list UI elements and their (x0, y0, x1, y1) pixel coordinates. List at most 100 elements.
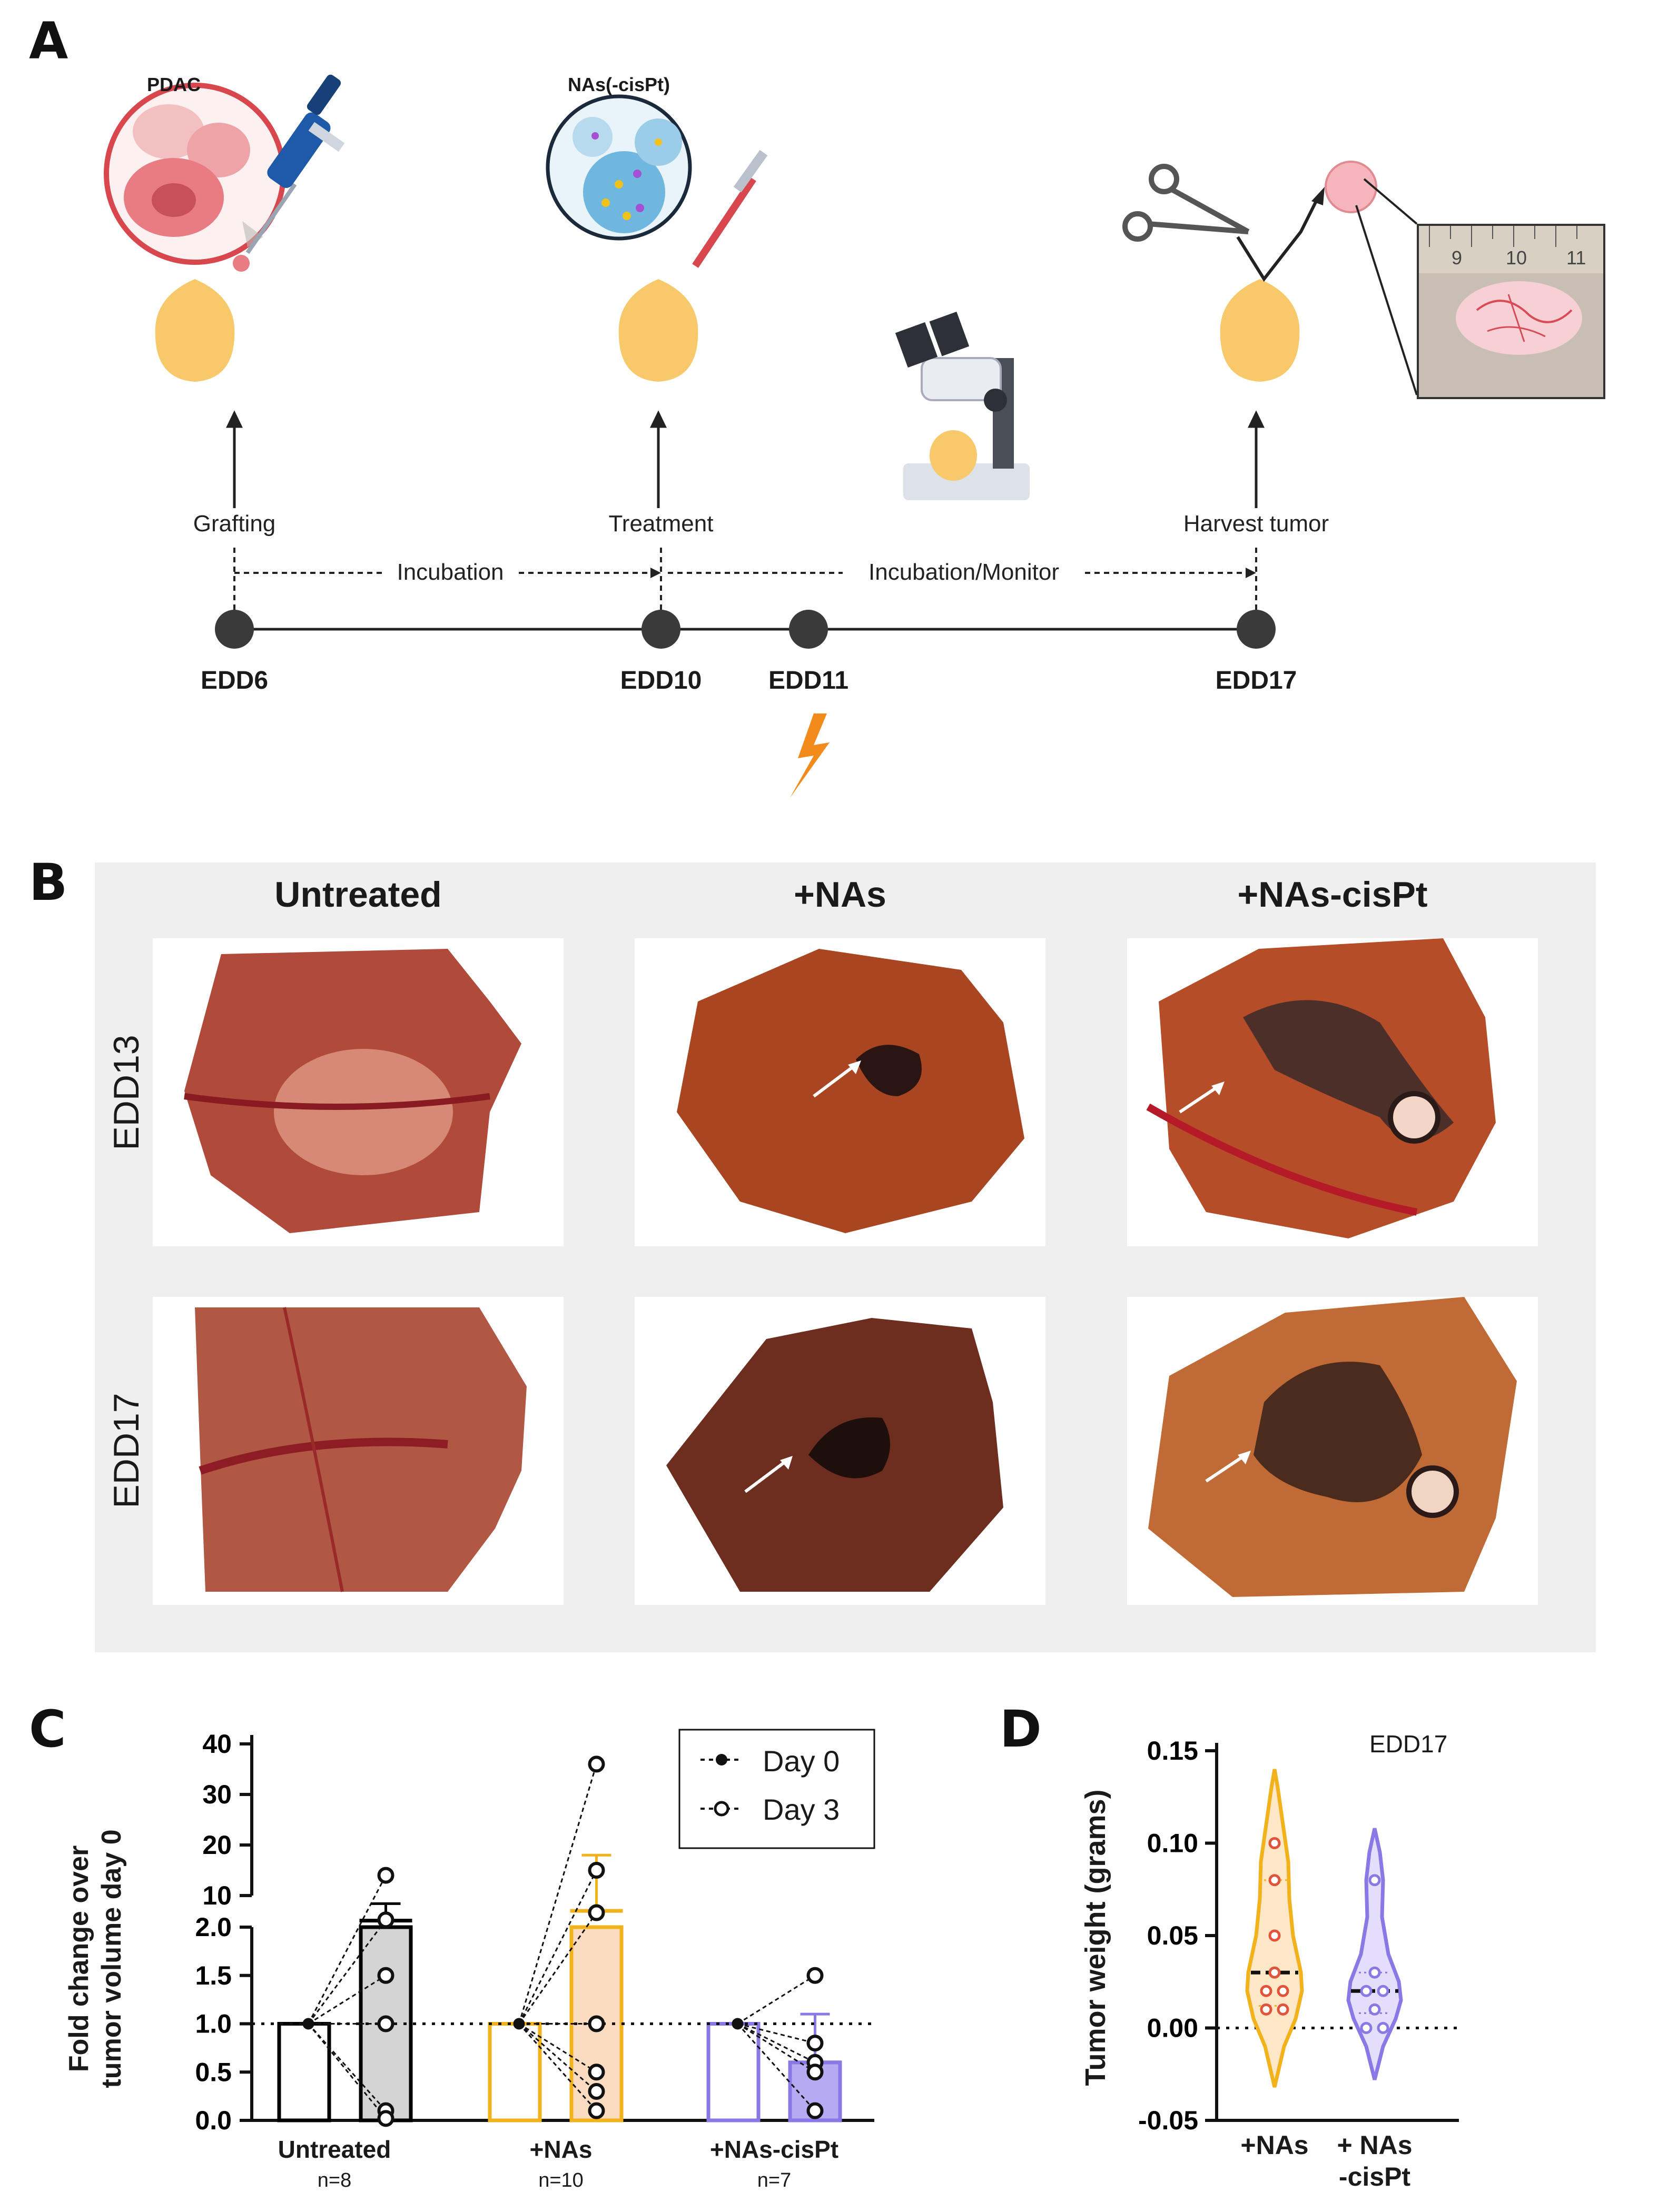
chart-c-n-untreated: n=8 (317, 2169, 352, 2191)
point-day3 (588, 1904, 605, 1921)
violin-shape (1245, 1769, 1304, 2088)
point-day3 (806, 2064, 824, 2081)
nanoassemblies-illustration (546, 94, 692, 241)
chart-c-category-nas: +NAs (529, 2136, 593, 2163)
chart-c-tick-label: 30 (202, 1780, 232, 1809)
laser-lightning-icon (790, 713, 830, 798)
egg-icon-treatment (618, 279, 698, 382)
panel-label-c: C (29, 1700, 66, 1759)
point-day0 (732, 2018, 744, 2030)
point-day3 (588, 1755, 605, 1773)
cam-photo-untreated-edd13 (153, 938, 564, 1246)
timeline-node-edd17 (1237, 610, 1276, 649)
point-day3 (377, 2110, 394, 2127)
data-point (1368, 1874, 1381, 1887)
panel-label-b: B (29, 853, 68, 912)
violin-shape (1346, 1828, 1403, 2080)
point-day3 (377, 1911, 394, 1929)
paired-line (518, 1763, 597, 2024)
paired-line (737, 2023, 815, 2044)
point-day3 (377, 2015, 394, 2032)
syringe-tip-icon (692, 150, 768, 268)
chart-c-tick-label: 40 (202, 1729, 232, 1759)
paired-line (308, 1975, 387, 2025)
column-title-nas: +NAs (794, 875, 886, 915)
paired-line (308, 2023, 387, 2111)
legend-day3-label: Day 3 (763, 1793, 840, 1826)
point-day3 (588, 2015, 605, 2032)
day-edd10: EDD10 (620, 667, 702, 695)
day-edd6: EDD6 (200, 667, 269, 695)
point-day3 (588, 2082, 605, 2100)
bar-day0 (277, 2022, 331, 2122)
cam-photo-nas-cispt-edd17 (1127, 1297, 1538, 1605)
legend-day3-marker (714, 1801, 729, 1817)
chart-d-title: EDD17 (1369, 1730, 1448, 1758)
data-point (1260, 2003, 1272, 2016)
data-point (1377, 2022, 1389, 2034)
point-day0 (513, 2018, 525, 2030)
egg-icon-grafting (155, 266, 235, 382)
point-day3 (806, 2035, 824, 2052)
microscope-icon (895, 311, 1030, 500)
tumor-weight-chart: -0.05 0.00 0.05 0.10 0.15 (1138, 1736, 1459, 2135)
egg-icon-harvest (1220, 279, 1300, 382)
panel-label-a: A (29, 12, 68, 71)
chart-c-category-untreated: Untreated (278, 2136, 391, 2163)
chart-d-tick-label: 0.05 (1147, 1921, 1198, 1950)
row-title-edd13: EDD13 (106, 1035, 146, 1150)
data-point (1377, 1985, 1389, 1997)
data-point (1368, 2003, 1381, 2016)
data-point (1277, 1985, 1289, 1997)
paired-line (308, 2023, 387, 2119)
chart-c-tick-label: 1.0 (195, 2009, 232, 2039)
data-point (1268, 1837, 1281, 1849)
chart-d-tick-label: -0.05 (1138, 2106, 1198, 2135)
chart-c-tick-label: 10 (202, 1881, 232, 1910)
paired-line (737, 2023, 816, 2073)
timeline-node-edd10 (642, 610, 680, 649)
paired-line (518, 2023, 597, 2092)
paired-line (518, 1870, 597, 2025)
event-treatment: Treatment (608, 511, 714, 537)
chart-c-tick-label: 0.5 (195, 2057, 232, 2087)
ruler-tick-11: 11 (1566, 247, 1586, 269)
pdac-label: PDAC (146, 74, 201, 95)
point-day3 (377, 1867, 394, 1884)
point-day3 (806, 2102, 824, 2119)
panel-a-schematic (104, 74, 1418, 798)
chart-c-n-nas: n=10 (538, 2169, 584, 2191)
point-day3 (588, 2064, 605, 2081)
event-harvest-tumor: Harvest tumor (1183, 511, 1329, 537)
fold-change-chart: 0.0 0.5 1.0 1.5 2.010 20 30 40 (195, 1729, 875, 2135)
nas-label: NAs(-cisPt) (567, 74, 670, 95)
column-title-untreated: Untreated (274, 875, 442, 915)
chart-c-tick-label: 2.0 (195, 1912, 232, 1942)
paired-line (737, 1975, 816, 2025)
paired-line (737, 2023, 816, 2111)
ruler-tick-9: 9 (1452, 247, 1463, 269)
row-title-edd17: EDD17 (106, 1393, 146, 1509)
bar-day0 (488, 2022, 542, 2122)
chart-c-tick-label: 20 (202, 1830, 232, 1860)
data-point (1277, 2003, 1289, 2016)
paired-line (308, 1874, 387, 2025)
data-point (1360, 1985, 1373, 1997)
pipette-icon (245, 74, 345, 254)
point-day0 (302, 2018, 314, 2030)
point-day3 (377, 1967, 394, 1984)
chart-d-category-nas: +NAs (1240, 2130, 1309, 2160)
cam-photo-nas-cispt-edd13 (1127, 938, 1538, 1246)
bar-day0 (706, 2022, 761, 2122)
day-edd17: EDD17 (1215, 667, 1297, 695)
point-day3 (806, 1967, 824, 1984)
chart-c-category-nas-cispt: +NAs-cisPt (709, 2136, 839, 2163)
timeline-guides (233, 548, 1257, 624)
chart-d-tick-label: 0.15 (1147, 1736, 1198, 1765)
cam-photo-nas-edd17 (635, 1297, 1045, 1605)
event-grafting: Grafting (193, 511, 276, 537)
cam-photo-untreated-edd17 (153, 1297, 564, 1605)
point-day3 (588, 1862, 605, 1879)
data-point (1260, 1985, 1272, 1997)
interval-incubation: Incubation (397, 559, 504, 585)
